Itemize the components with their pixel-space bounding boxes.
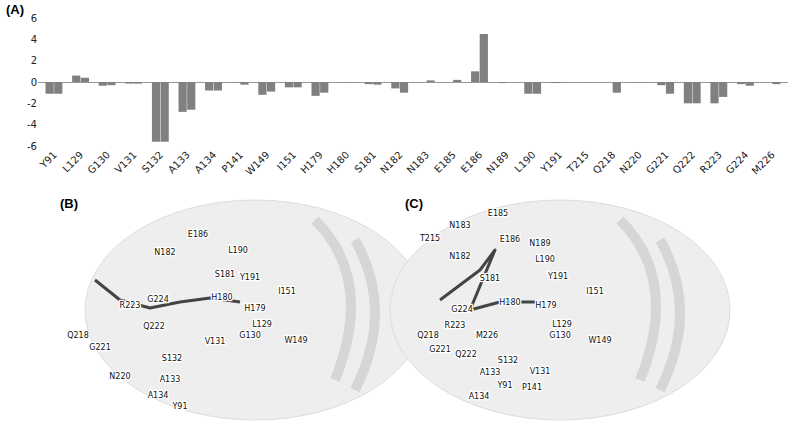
svg-text:R223: R223 xyxy=(120,301,141,310)
svg-text:H180: H180 xyxy=(325,149,352,176)
svg-text:A134: A134 xyxy=(148,391,169,400)
svg-text:Y191: Y191 xyxy=(547,272,568,281)
svg-text:L190: L190 xyxy=(535,255,555,264)
svg-text:0: 0 xyxy=(31,77,37,88)
svg-text:H179: H179 xyxy=(244,304,265,313)
svg-text:L190: L190 xyxy=(228,246,248,255)
svg-text:H179: H179 xyxy=(298,149,325,176)
svg-text:M226: M226 xyxy=(750,149,777,176)
svg-text:N183: N183 xyxy=(449,221,470,230)
svg-text:Y91: Y91 xyxy=(171,402,187,411)
svg-text:T215: T215 xyxy=(565,149,591,175)
svg-text:L129: L129 xyxy=(552,320,572,329)
svg-text:E185: E185 xyxy=(488,209,508,218)
svg-text:Q222: Q222 xyxy=(143,322,165,331)
svg-text:M226: M226 xyxy=(476,331,498,340)
svg-text:H180: H180 xyxy=(499,298,520,307)
html-text:(A): (A) xyxy=(6,2,24,17)
svg-text:Y191: Y191 xyxy=(239,273,260,282)
svg-text:G221: G221 xyxy=(89,343,110,352)
svg-text:T215: T215 xyxy=(419,234,440,243)
svg-text:S181: S181 xyxy=(480,274,500,283)
svg-text:G224: G224 xyxy=(724,149,751,176)
svg-text:N182: N182 xyxy=(154,248,175,257)
svg-text:-6: -6 xyxy=(27,141,37,152)
svg-text:R223: R223 xyxy=(445,321,466,330)
svg-text:G130: G130 xyxy=(239,331,260,340)
svg-text:6: 6 xyxy=(31,13,37,24)
svg-text:S132: S132 xyxy=(162,354,182,363)
svg-text:E186: E186 xyxy=(188,230,208,239)
svg-text:A133: A133 xyxy=(166,149,192,175)
svg-text:A134: A134 xyxy=(469,392,490,401)
svg-text:Y91: Y91 xyxy=(37,149,59,171)
svg-text:(C): (C) xyxy=(405,196,423,211)
svg-text:I151: I151 xyxy=(586,287,604,296)
svg-text:Q222: Q222 xyxy=(455,350,477,359)
svg-text:-4: -4 xyxy=(27,119,37,130)
svg-text:E185: E185 xyxy=(432,149,458,175)
svg-text:S132: S132 xyxy=(498,356,518,365)
svg-text:H179: H179 xyxy=(535,301,556,310)
svg-text:Q218: Q218 xyxy=(67,331,89,340)
svg-text:W149: W149 xyxy=(284,336,307,345)
svg-text:V131: V131 xyxy=(113,149,139,175)
svg-text:G224: G224 xyxy=(147,295,168,304)
svg-text:G221: G221 xyxy=(429,345,450,354)
svg-text:N182: N182 xyxy=(449,252,470,261)
svg-text:H180: H180 xyxy=(211,293,232,302)
svg-text:V131: V131 xyxy=(205,337,226,346)
svg-text:S132: S132 xyxy=(140,149,166,175)
svg-text:W149: W149 xyxy=(588,336,611,345)
svg-text:N220: N220 xyxy=(109,372,130,381)
svg-text:W149: W149 xyxy=(243,149,271,177)
svg-text:R223: R223 xyxy=(698,149,724,175)
svg-text:E186: E186 xyxy=(500,235,520,244)
svg-text:Q222: Q222 xyxy=(670,149,697,176)
svg-text:N183: N183 xyxy=(405,149,432,176)
svg-text:N189: N189 xyxy=(529,239,550,248)
svg-text:G224: G224 xyxy=(451,305,472,314)
svg-text:A134: A134 xyxy=(192,149,218,175)
svg-text:G130: G130 xyxy=(85,149,112,176)
svg-text:P141: P141 xyxy=(220,149,246,175)
svg-text:G130: G130 xyxy=(549,331,570,340)
svg-text:S181: S181 xyxy=(215,270,235,279)
svg-text:-2: -2 xyxy=(27,98,37,109)
svg-text:I151: I151 xyxy=(278,287,296,296)
svg-text:N182: N182 xyxy=(378,149,405,176)
svg-text:Y91: Y91 xyxy=(496,381,512,390)
svg-text:L129: L129 xyxy=(252,320,272,329)
svg-text:Q218: Q218 xyxy=(417,331,439,340)
svg-text:E186: E186 xyxy=(459,149,485,175)
svg-text:V131: V131 xyxy=(530,367,551,376)
svg-text:A133: A133 xyxy=(160,375,181,384)
svg-text:N220: N220 xyxy=(617,149,644,176)
svg-text:S181: S181 xyxy=(352,149,378,175)
svg-text:P141: P141 xyxy=(522,383,542,392)
svg-text:4: 4 xyxy=(31,34,37,45)
svg-text:(B): (B) xyxy=(60,196,78,211)
svg-text:N189: N189 xyxy=(484,149,511,176)
svg-text:Q218: Q218 xyxy=(591,149,618,176)
svg-text:G221: G221 xyxy=(644,149,671,176)
svg-text:2: 2 xyxy=(31,55,37,66)
svg-text:I151: I151 xyxy=(275,149,298,172)
svg-text:L190: L190 xyxy=(512,149,537,174)
svg-text:A133: A133 xyxy=(480,368,501,377)
svg-text:Y191: Y191 xyxy=(538,149,564,175)
svg-text:L129: L129 xyxy=(60,149,85,174)
